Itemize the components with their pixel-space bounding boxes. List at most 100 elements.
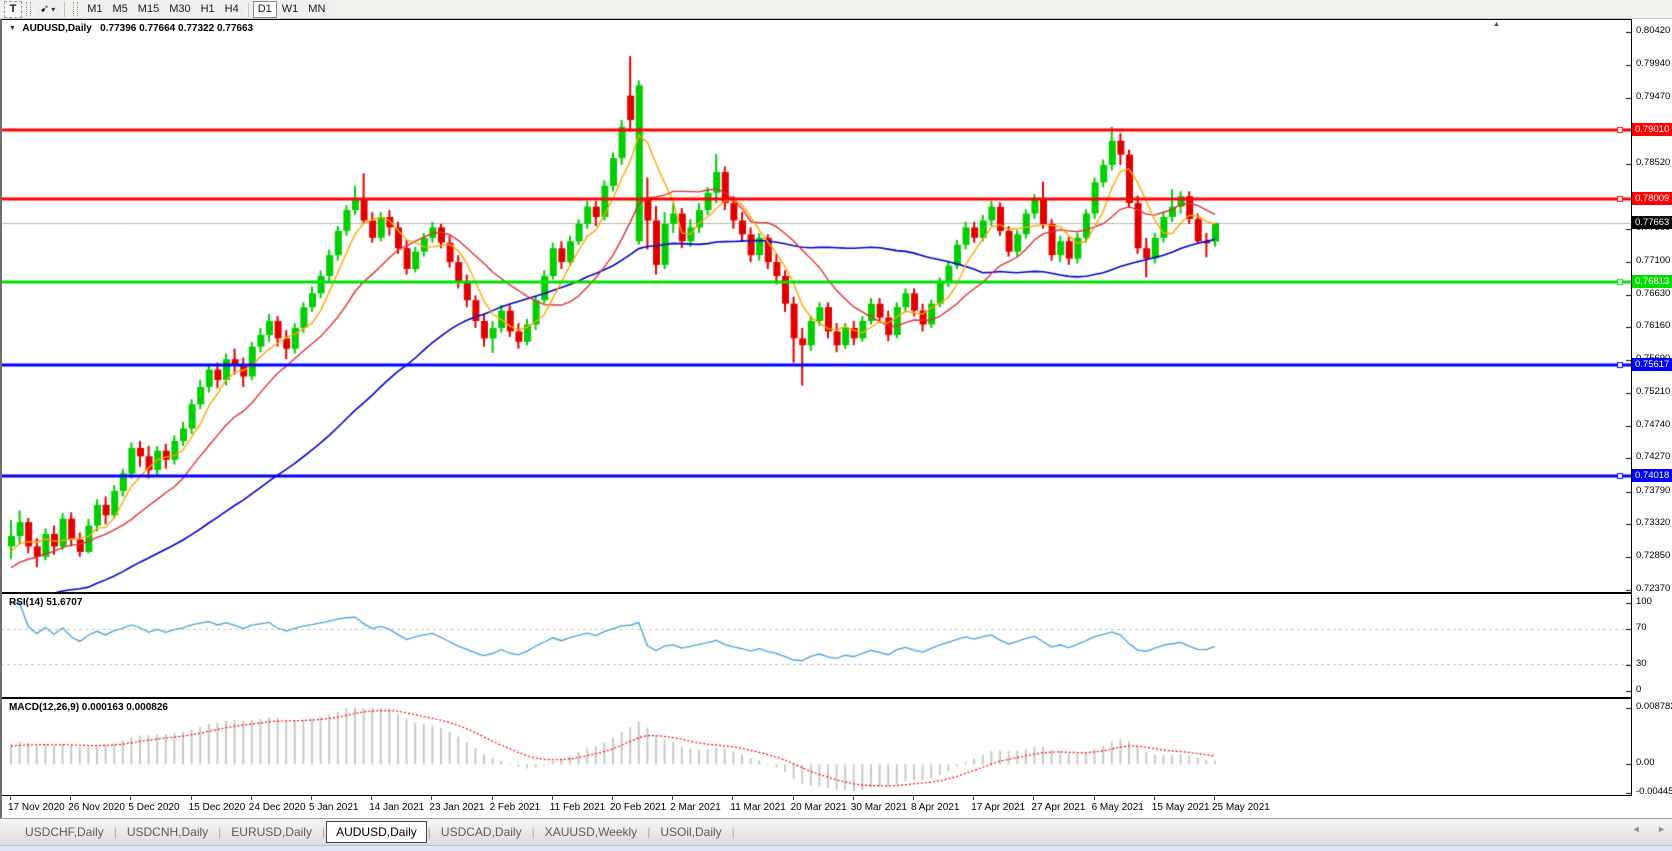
price-tick-label: 0.80420	[1636, 24, 1671, 36]
tab-separator: |	[531, 825, 535, 839]
timeframe-d1-button[interactable]: D1	[252, 0, 277, 18]
arrow-styles-button[interactable]: ➹ ▾	[35, 0, 61, 18]
toolbar-separator	[64, 1, 66, 17]
price-tick-label: 0.76160	[1636, 320, 1671, 332]
toolbar-grip[interactable]	[73, 2, 79, 16]
date-label: 24 Dec 2020	[248, 802, 306, 813]
timeframe-h4-button[interactable]: H4	[219, 0, 244, 18]
date-tick	[250, 796, 252, 800]
price-tick-label: 0.79470	[1636, 90, 1671, 102]
tab-separator: |	[731, 825, 735, 839]
window-left-edge	[0, 19, 2, 818]
candlestick-chart-canvas[interactable]	[1, 20, 1631, 592]
date-label: 26 Nov 2020	[68, 802, 125, 813]
timeframe-button-group: M1 M5 M15 M30 H1 H4 D1 W1 MN	[82, 0, 331, 18]
date-label: 11 Feb 2021	[549, 802, 606, 813]
date-label: 5 Dec 2020	[128, 802, 180, 813]
timeframe-m30-button[interactable]: M30	[164, 0, 196, 18]
tab-usdchf[interactable]: USDCHF,Daily	[25, 825, 104, 839]
date-label: 2 Mar 2021	[670, 802, 721, 813]
date-tick	[1153, 796, 1155, 800]
timeframe-h1-button[interactable]: H1	[195, 0, 220, 18]
price-tick-label: 0.79940	[1636, 58, 1671, 70]
horizontal-scrollbar[interactable]	[0, 845, 1672, 851]
date-tick	[913, 796, 914, 800]
chart-symbol-label: AUDUSD,Daily	[22, 23, 92, 34]
date-tick	[190, 796, 192, 800]
tab-eurusd[interactable]: EURUSD,Daily	[231, 825, 312, 839]
date-tick	[612, 796, 613, 800]
rsi-chart-canvas[interactable]	[1, 594, 1631, 697]
date-tick	[852, 796, 854, 800]
macd-chart-canvas[interactable]	[1, 699, 1631, 795]
time-scale[interactable]: 17 Nov 2020 26 Nov 2020 5 Dec 2020 15 Dec 2…	[0, 796, 1672, 818]
date-label: 27 Apr 2021	[1031, 802, 1086, 813]
price-tick-label: 0.72370	[1636, 583, 1671, 595]
toolbar-grip[interactable]	[26, 2, 31, 16]
dropdown-icon[interactable]: ▼	[9, 25, 16, 32]
date-label: 5 Jan 2021	[309, 802, 359, 813]
tab-scroll-right-icon[interactable]: ►	[1657, 824, 1666, 834]
date-label: 23 Jan 2021	[429, 802, 485, 813]
chart-shift-marker-icon[interactable]: ▲	[1493, 21, 1500, 28]
timeframe-m1-button[interactable]: M1	[82, 0, 108, 18]
date-tick	[973, 796, 975, 800]
date-label: 15 Dec 2020	[188, 802, 246, 813]
price-tick-label: 0.74270	[1636, 451, 1671, 463]
tab-usoil[interactable]: USOil,Daily	[660, 825, 722, 839]
tab-separator: |	[218, 825, 222, 839]
rsi-tick-label: 70	[1636, 622, 1647, 634]
date-tick	[551, 796, 553, 800]
date-label: 6 May 2021	[1091, 802, 1144, 813]
timeframe-w1-button[interactable]: W1	[276, 0, 304, 18]
tab-audusd[interactable]: AUDUSD,Daily	[326, 821, 427, 843]
timeframe-m15-button[interactable]: M15	[132, 0, 165, 18]
date-tick	[70, 796, 72, 800]
timeframe-mn-button[interactable]: MN	[303, 0, 331, 18]
current-price-label: 0.77663	[1632, 216, 1672, 230]
macd-tick-label: 0.008782	[1636, 701, 1672, 712]
date-tick	[1093, 796, 1095, 800]
rsi-indicator-panel[interactable]: RSI(14) 51.6707	[0, 593, 1632, 698]
date-label: 20 Feb 2021	[610, 802, 667, 813]
macd-indicator-panel[interactable]: MACD(12,26,9) 0.000163 0.000826	[0, 698, 1632, 796]
price-chart-panel[interactable]: ▼ AUDUSD,Daily 0.77396 0.77664 0.77322 0…	[0, 19, 1632, 593]
macd-header: MACD(12,26,9) 0.000163 0.000826	[9, 702, 168, 713]
tab-separator: |	[647, 825, 651, 839]
date-tick	[1033, 796, 1035, 800]
chart-toolbar: T ➹ ▾ M1 M5 M15 M30 H1 H4 D1 W1 MN	[0, 0, 1672, 19]
tab-separator: |	[427, 825, 431, 839]
price-tick-label: 0.73790	[1636, 484, 1671, 496]
date-tick	[672, 796, 674, 800]
arrow-tool-icon: ➹	[40, 2, 50, 15]
tab-scroll-left-icon[interactable]: ◄	[1631, 824, 1641, 834]
price-tick-label: 0.74740	[1636, 418, 1671, 430]
chart-ohlc-values: 0.77396 0.77664 0.77322 0.77663	[100, 23, 254, 34]
chevron-down-icon: ▾	[51, 4, 56, 14]
line-price-label: 0.79010	[1632, 122, 1672, 136]
tab-usdcnh[interactable]: USDCNH,Daily	[126, 825, 209, 839]
date-tick	[371, 796, 373, 800]
price-tick-label: 0.77100	[1636, 255, 1671, 267]
timeframe-m5-button[interactable]: M5	[107, 0, 133, 18]
rsi-tick-label: 30	[1636, 657, 1647, 669]
date-tick	[1214, 796, 1215, 800]
date-tick	[732, 796, 734, 800]
chart-tab-bar: USDCHF,Daily | USDCNH,Daily | EURUSD,Daily | A…	[0, 818, 1672, 845]
macd-tick-label: 0.00	[1636, 757, 1655, 769]
price-scale[interactable]: 0.804200.799400.794700.785200.775800.771…	[1632, 19, 1672, 796]
price-tick-label: 0.76630	[1636, 287, 1671, 299]
tab-xauusd[interactable]: XAUUSD,Weekly	[544, 825, 638, 839]
date-tick	[431, 796, 433, 800]
line-price-label: 0.74018	[1632, 468, 1672, 482]
date-label: 15 May 2021	[1151, 802, 1210, 813]
text-tool-button[interactable]: T	[4, 0, 22, 18]
date-label: 20 Mar 2021	[790, 802, 847, 813]
toolbar-separator	[247, 1, 249, 17]
tab-usdcad[interactable]: USDCAD,Daily	[440, 825, 522, 839]
date-tick	[130, 796, 132, 800]
date-tick	[311, 796, 312, 800]
rsi-tick-label: 100	[1636, 596, 1652, 607]
date-label: 2 Feb 2021	[489, 802, 541, 813]
